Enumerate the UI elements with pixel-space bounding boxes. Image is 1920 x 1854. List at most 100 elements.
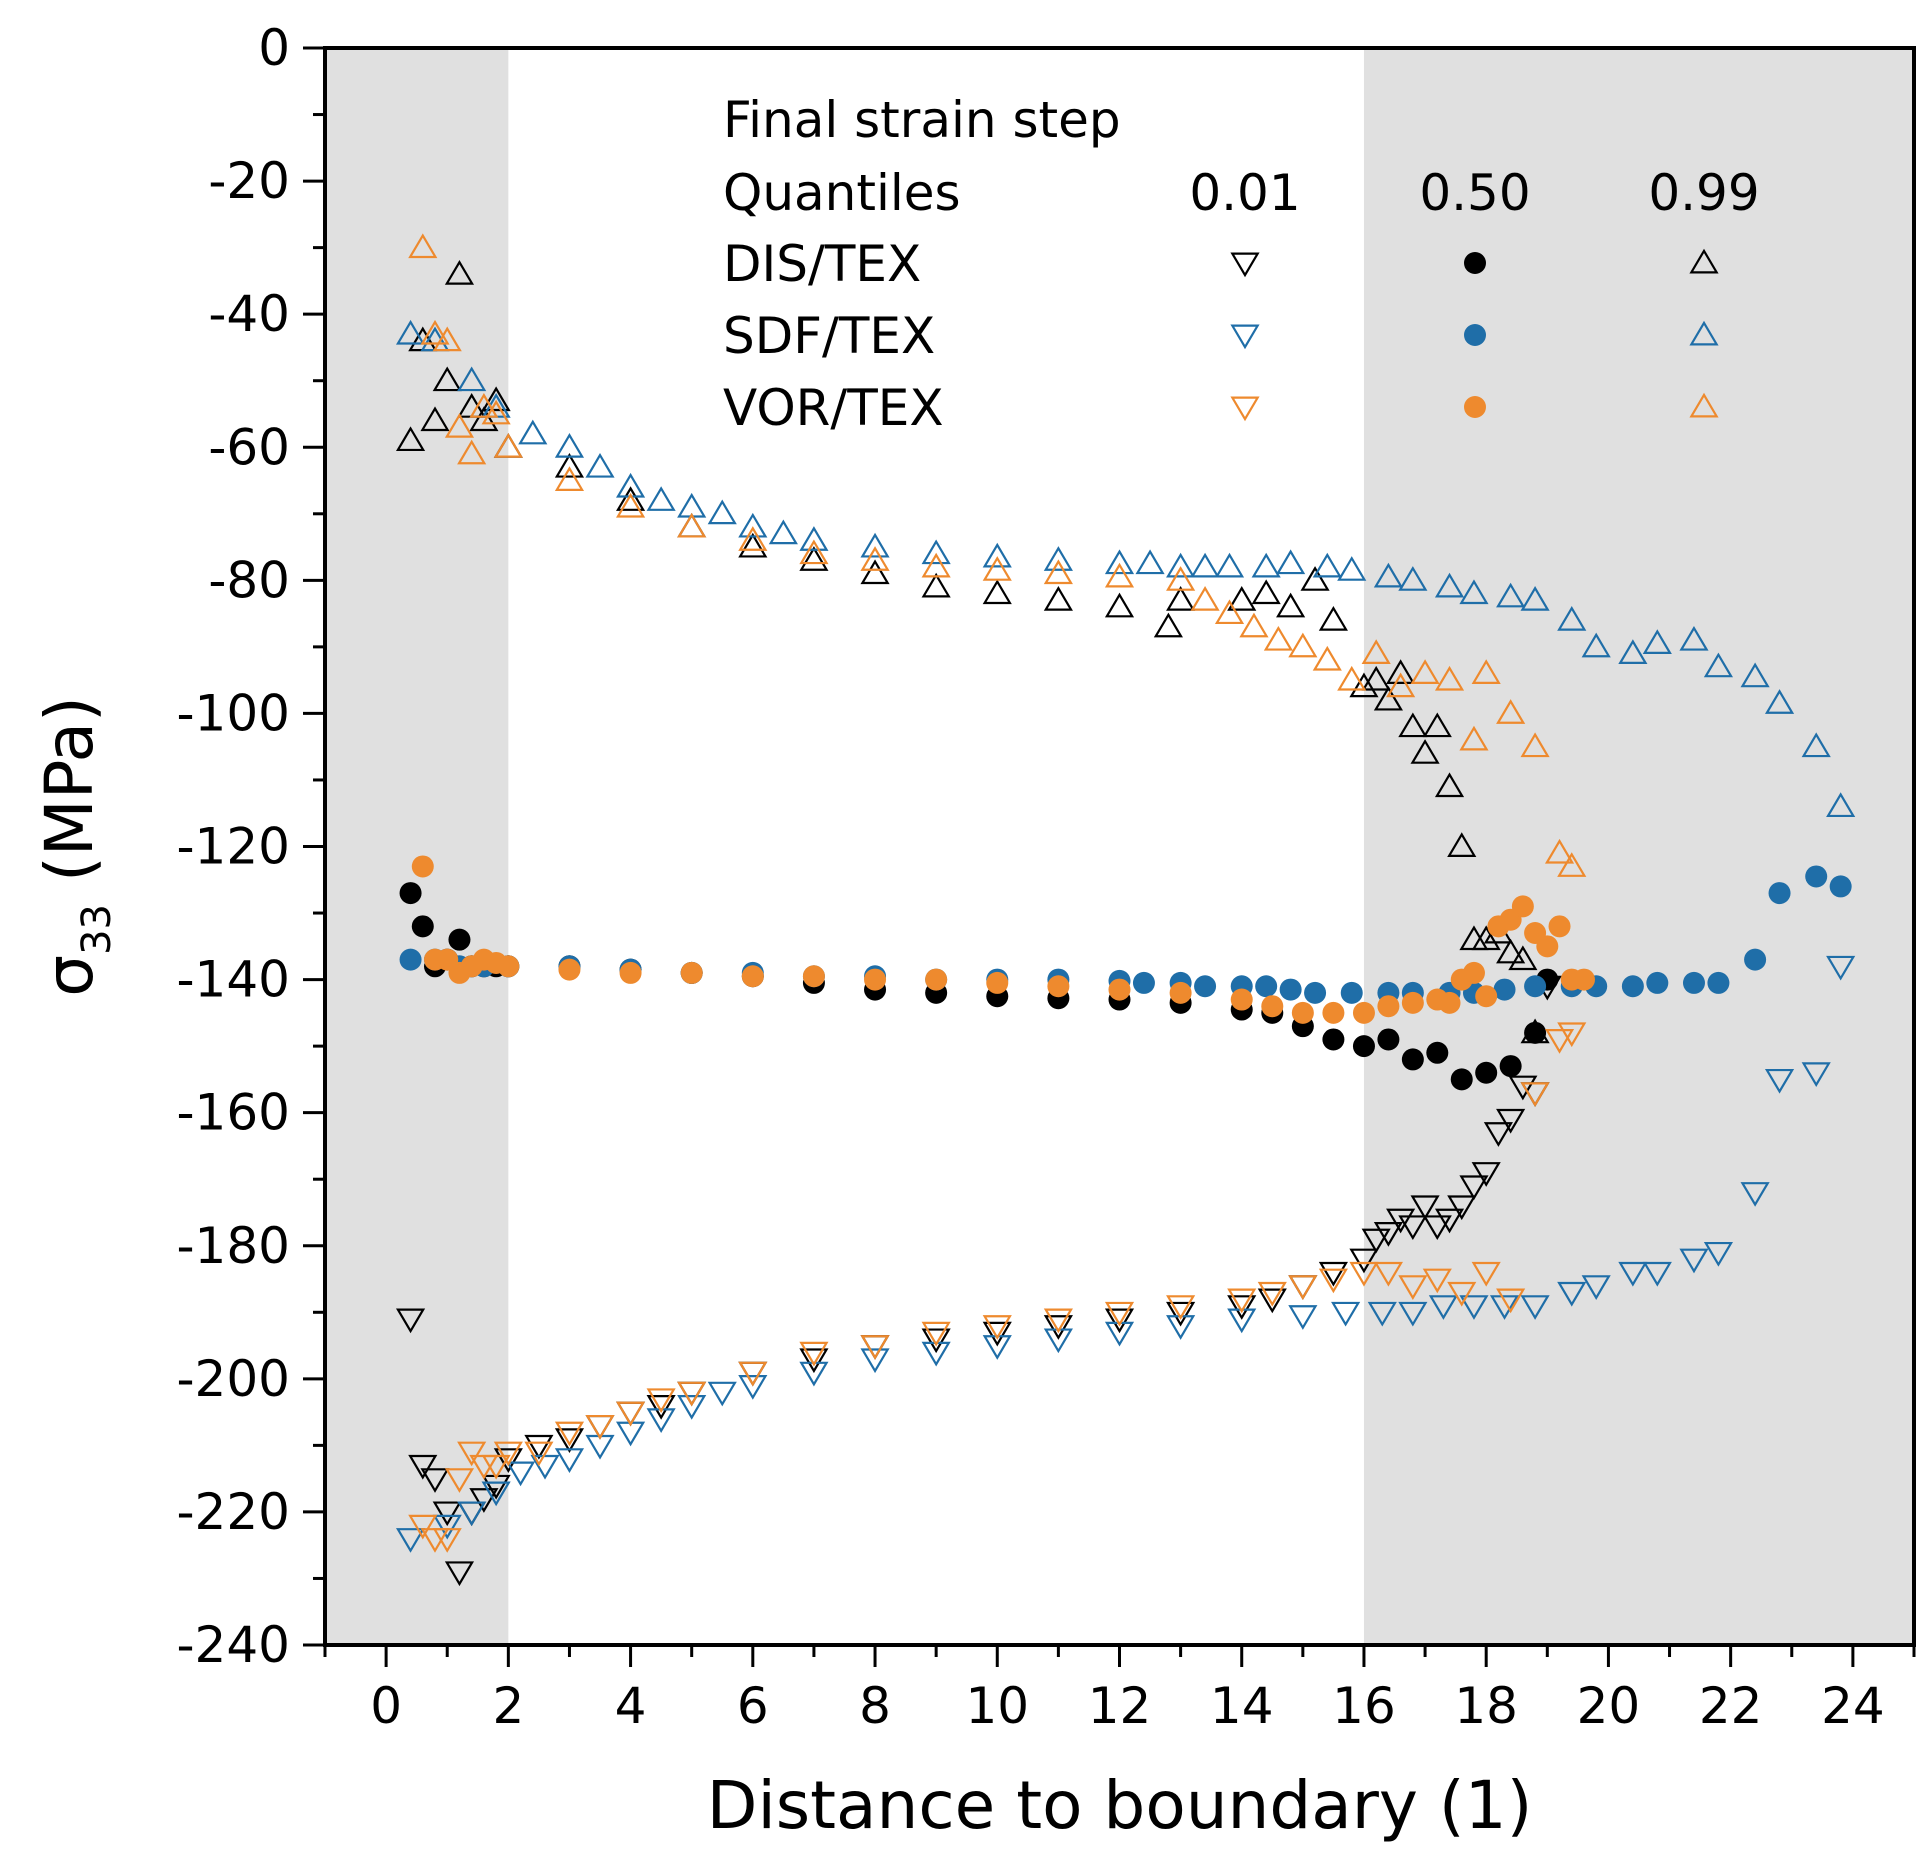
marker-dis-tex-q099 (432, 366, 462, 392)
legend-marker-dis-tex-q050 (1464, 252, 1486, 274)
y-tick-label: -120 (177, 818, 290, 876)
y-tick-label: -240 (177, 1616, 290, 1674)
marker-sdf-tex-q099 (860, 532, 890, 558)
x-tick-label: 8 (859, 1677, 891, 1735)
marker-dis-tex-q099 (420, 406, 450, 432)
marker-sdf-tex-q001 (1459, 1295, 1489, 1320)
marker-sdf-tex-q050 (1132, 971, 1155, 994)
marker-dis-tex-q001 (1398, 1215, 1428, 1241)
marker-sdf-tex-q099 (1520, 586, 1550, 611)
marker-vor-tex-q099 (481, 399, 511, 425)
marker-sdf-tex-q099 (1434, 572, 1465, 598)
tick-labels: 0 2 4 6 8 10 12 14 16 18 20 22 240-20-40-60-80-100-1… (177, 19, 1885, 1735)
marker-dis-tex-q001 (554, 1428, 585, 1453)
marker-sdf-tex-q099 (1104, 549, 1135, 575)
marker-vor-tex-q099 (799, 539, 829, 565)
marker-sdf-tex-q099 (1801, 732, 1831, 758)
marker-sdf-tex-q001 (738, 1375, 768, 1400)
marker-sdf-tex-q001 (395, 1528, 426, 1553)
marker-dis-tex-q099 (1166, 586, 1196, 611)
marker-vor-tex-q001 (1422, 1268, 1452, 1294)
marker-dis-tex-q099 (554, 452, 585, 478)
marker-dis-tex-q001 (493, 1448, 523, 1473)
marker-vor-tex-q001 (1104, 1301, 1135, 1327)
marker-vor-tex-q099 (677, 512, 707, 538)
marker-vor-tex-q001 (554, 1421, 585, 1447)
x-tick-label: 14 (1210, 1677, 1274, 1735)
marker-vor-tex-q001 (799, 1341, 829, 1367)
marker-sdf-tex-q050 (1340, 981, 1363, 1004)
marker-dis-tex-q099 (1251, 579, 1281, 605)
marker-sdf-tex-q099 (554, 432, 585, 458)
legend-marker-sdf-tex-q001 (1230, 324, 1260, 350)
marker-dis-tex-q099 (677, 512, 707, 538)
marker-sdf-tex-q001 (1428, 1295, 1458, 1320)
marker-dis-tex-q001 (1257, 1288, 1287, 1314)
marker-vor-tex-q099 (1288, 632, 1318, 658)
legend-quantile-001: 0.01 (1189, 164, 1300, 222)
marker-sdf-tex-q099 (1214, 552, 1245, 578)
marker-sdf-tex-q050 (1194, 975, 1217, 998)
marker-vor-tex-q050 (1261, 995, 1284, 1018)
legend-marker-dis-tex-q099 (1689, 248, 1719, 274)
marker-dis-tex-q001 (982, 1321, 1012, 1347)
marker-vor-tex-q099 (1166, 566, 1196, 591)
marker-vor-tex-q050 (619, 961, 642, 984)
marker-vor-tex-q099 (1043, 559, 1073, 585)
marker-dis-tex-q099 (1227, 586, 1257, 611)
marker-sdf-tex-q099 (1398, 566, 1428, 591)
marker-sdf-tex-q099 (1135, 549, 1165, 575)
marker-vor-tex-q099 (420, 319, 450, 345)
legend-quantile-099: 0.99 (1648, 164, 1759, 222)
marker-dis-tex-q001 (444, 1561, 475, 1587)
marker-dis-tex-q099 (1276, 592, 1306, 618)
marker-sdf-tex-q001 (1618, 1261, 1648, 1287)
svg-text:σ33(MPa): σ33 (MPa) (31, 696, 120, 996)
marker-vor-tex-q050 (1438, 991, 1461, 1014)
marker-vor-tex-q099 (1239, 612, 1269, 638)
marker-vor-tex-q050 (1352, 1001, 1375, 1024)
marker-sdf-tex-q001 (1801, 1062, 1831, 1088)
marker-vor-tex-q050 (1377, 995, 1400, 1018)
y-tick-label: -200 (177, 1350, 290, 1408)
legend-quantiles-label: Quantiles (723, 164, 961, 222)
marker-dis-tex-q099 (444, 259, 475, 285)
marker-vor-tex-q050 (1401, 991, 1424, 1014)
marker-vor-tex-q001 (921, 1321, 951, 1347)
legend-marker-vor-tex-q001 (1230, 396, 1260, 422)
marker-sdf-tex-q001 (505, 1461, 536, 1487)
marker-sdf-tex-q001 (860, 1348, 890, 1374)
legend-title: Final strain step (723, 91, 1121, 149)
marker-vor-tex-q099 (1459, 725, 1489, 751)
marker-vor-tex-q099 (432, 326, 462, 352)
marker-vor-tex-q001 (1373, 1261, 1403, 1287)
marker-dis-tex-q001 (1361, 1228, 1391, 1254)
marker-vor-tex-q001 (982, 1315, 1012, 1340)
marker-dis-tex-q001 (646, 1394, 676, 1420)
marker-sdf-tex-q099 (707, 499, 737, 525)
marker-dis-tex-q001 (1318, 1261, 1348, 1287)
marker-vor-tex-q050 (1511, 895, 1534, 918)
legend: Final strain step Quantiles 0.01 0.50 0.… (723, 91, 1760, 437)
plot-frame (323, 46, 1916, 1647)
marker-vor-tex-q001 (1288, 1275, 1318, 1300)
marker-dis-tex-q001 (1386, 1208, 1416, 1234)
marker-dis-tex-q001 (1349, 1248, 1379, 1274)
marker-sdf-tex-q001 (554, 1448, 585, 1473)
marker-vor-tex-q001 (616, 1401, 646, 1427)
marker-vor-tex-q099 (1386, 672, 1416, 698)
marker-dis-tex-q001 (1459, 1175, 1489, 1201)
x-tick-label: 22 (1699, 1677, 1763, 1735)
y-tick-label: -80 (208, 551, 290, 609)
marker-sdf-tex-q001 (707, 1381, 737, 1407)
marker-vor-tex-q099 (1520, 732, 1550, 758)
marker-dis-tex-q099 (616, 486, 646, 511)
marker-sdf-tex-q099 (1496, 582, 1526, 608)
y-tick-label: -140 (177, 951, 290, 1009)
x-tick-label: 4 (615, 1677, 647, 1735)
marker-dis-tex-q099 (1104, 592, 1135, 618)
marker-vor-tex-q001 (432, 1528, 462, 1553)
x-tick-label: 24 (1821, 1677, 1885, 1735)
marker-sdf-tex-q050 (1682, 971, 1705, 994)
marker-sdf-tex-q099 (1373, 562, 1403, 588)
